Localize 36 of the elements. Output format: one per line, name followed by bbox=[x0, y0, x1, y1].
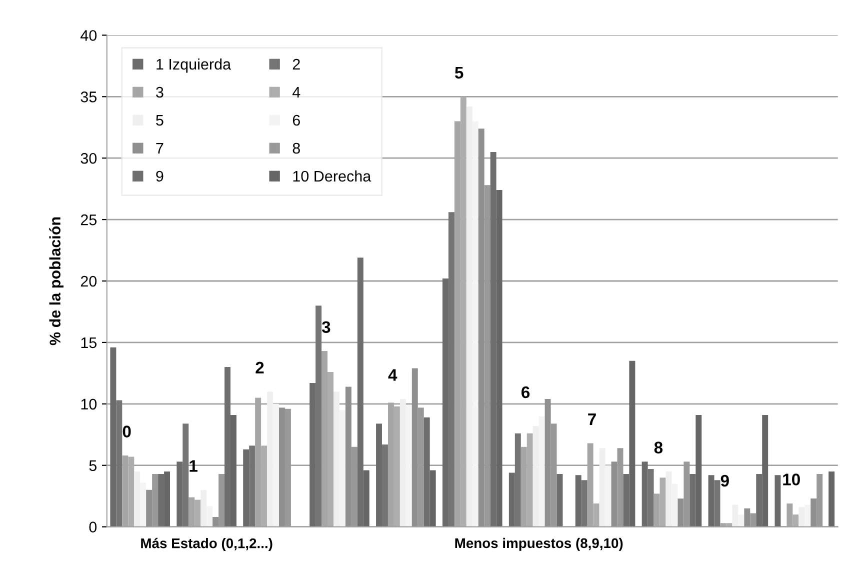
y-tick-label: 40 bbox=[80, 30, 97, 41]
y-tick-label: 0 bbox=[89, 522, 97, 532]
annotation: 1 bbox=[190, 460, 198, 472]
legend-label: 6 bbox=[292, 114, 300, 126]
annotation: 2 bbox=[256, 362, 264, 374]
x-tick-label: Más Estado (0,1,2...) bbox=[141, 538, 272, 551]
bar bbox=[556, 474, 563, 527]
legend-label: 2 bbox=[292, 58, 300, 70]
legend-label: 8 bbox=[292, 142, 300, 154]
y-tick-label: 35 bbox=[80, 92, 97, 102]
annotation: 10 bbox=[783, 474, 800, 486]
bar bbox=[828, 471, 835, 527]
x-tick-label: Menos impuestos (8,9,10) bbox=[455, 538, 623, 551]
legend-label: 10 Derecha bbox=[293, 170, 372, 182]
y-axis-title: % de la población bbox=[49, 217, 64, 346]
annotation: 9 bbox=[720, 474, 729, 487]
bar bbox=[774, 475, 781, 527]
y-tick-label: 15 bbox=[81, 337, 97, 348]
legend-label: 5 bbox=[156, 114, 164, 126]
legend-label: 1 Izquierda bbox=[156, 58, 232, 73]
annotation: 7 bbox=[588, 414, 596, 426]
annotation: 4 bbox=[388, 369, 398, 381]
annotation: 8 bbox=[654, 442, 663, 454]
legend-label: 4 bbox=[292, 87, 300, 98]
annotation: 3 bbox=[322, 321, 330, 334]
y-tick-label: 30 bbox=[80, 152, 97, 164]
y-tick-label: 10 bbox=[81, 398, 97, 410]
y-tick-label: 20 bbox=[80, 276, 97, 287]
annotation: 0 bbox=[122, 426, 131, 438]
legend-label: 7 bbox=[156, 142, 164, 154]
annotation: 5 bbox=[454, 66, 464, 79]
legend-label: 3 bbox=[156, 86, 164, 98]
legend-label: 9 bbox=[156, 170, 164, 182]
y-tick-label: 25 bbox=[80, 214, 97, 226]
y-tick-label: 5 bbox=[89, 460, 97, 472]
annotation: 6 bbox=[522, 386, 530, 398]
